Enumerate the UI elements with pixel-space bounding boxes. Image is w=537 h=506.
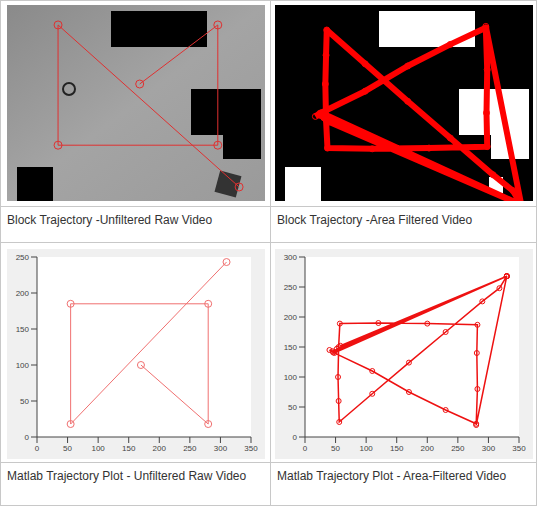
html-text:Block Trajectory -Area Filtere: Block Trajectory -Area Filtered Video xyxy=(277,213,473,227)
svg-text:50: 50 xyxy=(331,444,340,453)
svg-text:0: 0 xyxy=(35,444,40,453)
svg-text:150: 150 xyxy=(16,325,30,334)
svg-text:250: 250 xyxy=(451,444,465,453)
svg-text:50: 50 xyxy=(288,403,297,412)
svg-text:300: 300 xyxy=(482,444,496,453)
svg-text:250: 250 xyxy=(183,444,197,453)
html-text:Matlab Trajectory Plot - Unfil: Matlab Trajectory Plot - Unfiltered Raw … xyxy=(7,469,247,483)
svg-text:150: 150 xyxy=(390,444,404,453)
svg-text:200: 200 xyxy=(16,289,30,298)
svg-text:150: 150 xyxy=(284,343,298,352)
svg-text:0: 0 xyxy=(25,433,30,442)
svg-text:100: 100 xyxy=(16,361,30,370)
svg-text:350: 350 xyxy=(244,444,258,453)
html-text:Block Trajectory -Unfiltered R: Block Trajectory -Unfiltered Raw Video xyxy=(7,213,213,227)
svg-text:100: 100 xyxy=(284,373,298,382)
svg-text:0: 0 xyxy=(293,433,298,442)
svg-text:0: 0 xyxy=(303,444,308,453)
svg-text:50: 50 xyxy=(20,397,29,406)
svg-text:250: 250 xyxy=(16,253,30,262)
html-text:Matlab Trajectory Plot - Area-: Matlab Trajectory Plot - Area-Filtered V… xyxy=(277,469,507,483)
svg-text:50: 50 xyxy=(63,444,72,453)
svg-text:200: 200 xyxy=(284,313,298,322)
svg-text:350: 350 xyxy=(512,444,526,453)
svg-text:150: 150 xyxy=(122,444,136,453)
svg-text:100: 100 xyxy=(91,444,105,453)
svg-text:250: 250 xyxy=(284,283,298,292)
svg-text:200: 200 xyxy=(153,444,167,453)
svg-text:300: 300 xyxy=(284,253,298,262)
svg-text:100: 100 xyxy=(359,444,373,453)
svg-text:200: 200 xyxy=(421,444,435,453)
svg-text:300: 300 xyxy=(214,444,228,453)
